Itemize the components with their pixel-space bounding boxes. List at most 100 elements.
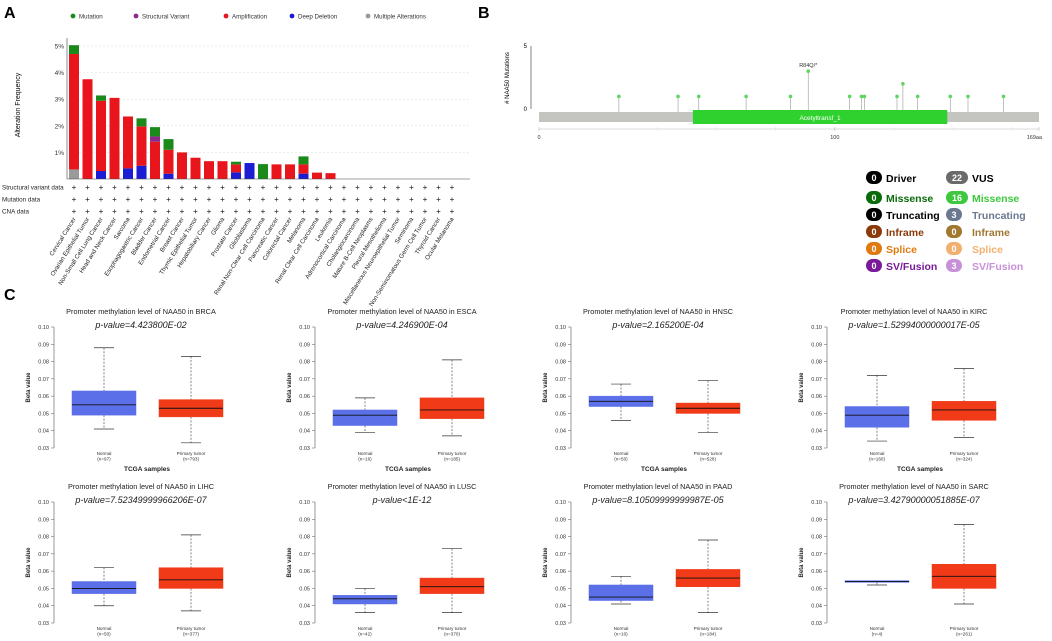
- lollipop-x-ticks: 0 100 169aa: [537, 127, 1043, 141]
- panel-label-b: B: [478, 5, 490, 22]
- group-count-tumor: (n=185): [444, 457, 460, 462]
- track-plus-marker: +: [153, 195, 158, 204]
- boxplot-y-tick-label: 0.07: [299, 377, 310, 383]
- legend-structural-variant-label: Structural Variant: [142, 14, 190, 21]
- track-plus-marker: +: [85, 183, 90, 192]
- track-plus-marker: +: [220, 183, 225, 192]
- alteration-y-tick-label: 3%: [55, 97, 65, 104]
- boxplot-y-tick-label: 0.10: [299, 325, 310, 331]
- box-tumor: [158, 567, 224, 589]
- group-label-normal: Normal: [97, 451, 112, 456]
- boxplot-y-tick-label: 0.07: [299, 552, 310, 558]
- track-plus-marker: +: [85, 195, 90, 204]
- lollipop-y-label: # NAA50 Mutations: [505, 52, 511, 104]
- alteration-tracks: Structural variant data + + + + + + + + + + + + + + + + +…: [2, 183, 455, 216]
- mutation-badge-left-1: [866, 191, 882, 204]
- alteration-bars: [67, 45, 470, 180]
- legend-amplification-label: Amplification: [232, 14, 268, 21]
- track-plus-marker: +: [247, 195, 252, 204]
- lollipop-head: [895, 94, 899, 99]
- track-plus-marker: +: [207, 183, 212, 192]
- boxplot-y-tick-label: 0.04: [811, 429, 822, 435]
- track-plus-marker: +: [193, 195, 198, 204]
- track-plus-marker: +: [166, 183, 171, 192]
- box-tumor: [931, 401, 997, 421]
- group-label-tumor: Primary tumor: [438, 451, 467, 456]
- bar-mutation: [69, 45, 79, 54]
- track-plus-marker: +: [112, 183, 117, 192]
- group-count-tumor: (n=324): [956, 457, 972, 462]
- boxplot-y-tick-label: 0.10: [299, 500, 310, 506]
- lollipop-head: [676, 94, 680, 99]
- boxplot-y-tick-label: 0.07: [38, 377, 49, 383]
- mutation-count-right-2: 3: [951, 210, 956, 220]
- legend-mutation-label: Mutation: [79, 14, 103, 21]
- boxplot-y-tick-label: 0.09: [38, 517, 49, 523]
- track-plus-marker: +: [315, 195, 320, 204]
- domain-label: Acetyltransf_1: [799, 115, 841, 122]
- lollipop-head: [847, 94, 852, 99]
- boxplot-y-tick-label: 0.06: [38, 394, 49, 400]
- boxplot-y-tick-label: 0.06: [811, 394, 822, 400]
- boxplot-y-label: Beta value: [26, 372, 32, 403]
- track-plus-marker: +: [234, 207, 239, 216]
- bar-deep-deletion: [244, 163, 255, 179]
- boxplot-panel: Promoter methylation level of NAA50 in L…: [26, 482, 224, 637]
- boxplot-x-label: TCGA samples: [641, 466, 687, 473]
- group-count-normal: (n=42): [358, 632, 372, 637]
- boxplot-y-tick-label: 0.04: [299, 604, 310, 610]
- mutation-annotation: R84Q/*: [799, 63, 818, 69]
- boxplot-panel: Promoter methylation level of NAA50 in S…: [799, 482, 997, 637]
- track-plus-marker: +: [72, 183, 77, 192]
- mutation-badge-left-2: [866, 208, 882, 221]
- boxplot-y-tick-label: 0.03: [38, 446, 49, 452]
- mutation-count-right-0: 22: [952, 173, 962, 183]
- boxplot-title: Promoter methylation level of NAA50 in B…: [66, 307, 216, 316]
- boxplot-y-tick-label: 0.05: [555, 586, 566, 592]
- group-count-tumor: (n=370): [444, 632, 460, 637]
- group-count-normal: (n=16): [358, 457, 372, 462]
- bar-amplification: [177, 152, 187, 179]
- track-plus-marker: +: [369, 183, 374, 192]
- boxplot-y-tick-label: 0.03: [299, 446, 310, 452]
- track-plus-marker: +: [450, 207, 455, 216]
- legend-deep-deletion-swatch: [289, 13, 295, 19]
- group-label-tumor: Primary tumor: [950, 626, 979, 631]
- box-normal: [844, 406, 910, 428]
- mutation-badge-right-5: [946, 259, 962, 272]
- mutation-type-legend: 0 Driver 0 Missense 0 Truncating 0 Inframe 0 Spli…: [866, 171, 1026, 273]
- boxplot-title: Promoter methylation level of NAA50 in P…: [584, 482, 733, 491]
- bar-amplification: [109, 97, 120, 179]
- bar-mutation: [136, 118, 147, 127]
- track-plus-marker: +: [261, 195, 266, 204]
- track-plus-marker: +: [180, 195, 185, 204]
- boxplot-y-tick-label: 0.05: [38, 411, 49, 417]
- boxplot-y-tick-label: 0.10: [811, 500, 822, 506]
- boxplot-y-tick-label: 0.07: [555, 377, 566, 383]
- boxplot-y-label: Beta value: [543, 372, 549, 403]
- track-plus-marker: +: [193, 183, 198, 192]
- boxplot-y-tick-label: 0.08: [811, 535, 822, 541]
- boxplot-y-tick-label: 0.09: [299, 517, 310, 523]
- mutation-type-right-4: Splice: [972, 244, 1003, 256]
- track-plus-marker: +: [99, 183, 104, 192]
- track-plus-marker: +: [126, 207, 131, 216]
- group-label-normal: Normal: [97, 626, 112, 631]
- boxplot-y-tick-label: 0.03: [811, 621, 822, 627]
- bar-amplification: [163, 149, 174, 174]
- track-plus-marker: +: [180, 207, 185, 216]
- track-plus-marker: +: [355, 183, 360, 192]
- boxplot-y-tick-label: 0.03: [299, 621, 310, 627]
- boxplot-y-tick-label: 0.10: [555, 500, 566, 506]
- boxplot-y-tick-label: 0.10: [555, 325, 566, 331]
- bar-structural-variant: [150, 136, 160, 142]
- mutation-count-left-2: 0: [871, 210, 876, 220]
- track-plus-marker: +: [139, 195, 144, 204]
- track-plus-marker: +: [72, 207, 77, 216]
- mutation-count-right-3: 0: [951, 227, 956, 237]
- track-plus-marker: +: [274, 183, 279, 192]
- mutation-badge-right-2: [946, 208, 962, 221]
- lollipop-head: [859, 94, 864, 99]
- group-label-tumor: Primary tumor: [438, 626, 467, 631]
- boxplot-y-tick-label: 0.04: [555, 604, 566, 610]
